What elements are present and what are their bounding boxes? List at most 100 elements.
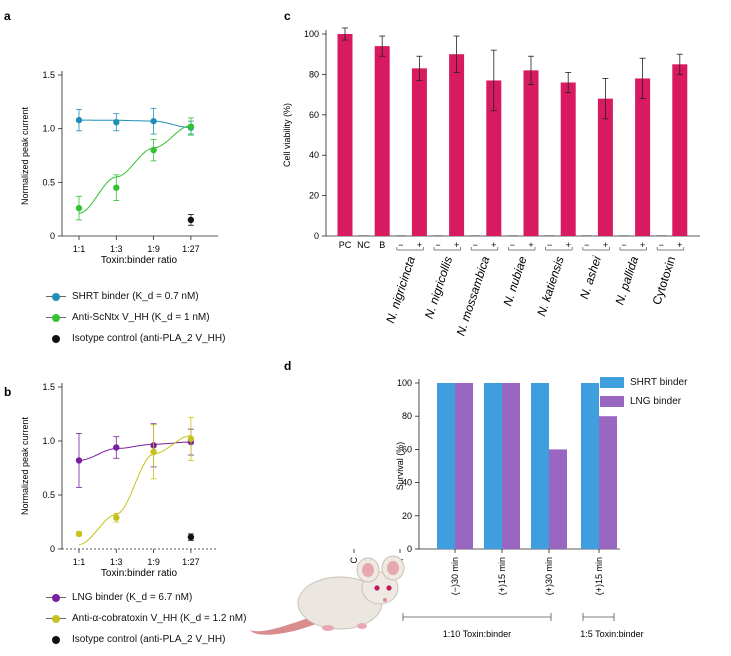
group-label: N. nigricollis — [422, 255, 455, 321]
mouse-eye-right — [386, 585, 392, 591]
legend-item: SHRT binder — [600, 376, 687, 389]
legend-label: LNG binder — [630, 396, 682, 407]
x-tick-label: − — [584, 240, 589, 250]
y-tick-label: 1.5 — [42, 70, 55, 80]
bar — [455, 383, 473, 549]
x-tick-label: 1:27 — [182, 244, 200, 254]
panel-d-chart: Survival (%) 1:10 Toxin:binder 1:5 Toxin… — [349, 378, 644, 639]
mouse-foot-back — [322, 625, 334, 631]
x-tick-label: − — [435, 240, 440, 250]
data-point — [150, 146, 157, 154]
data-point — [150, 117, 157, 125]
legend-panel-b: LNG binder (K_d = 6.7 nM) Anti-α-cobratox… — [46, 587, 246, 650]
bar — [581, 383, 599, 549]
legend-label: Anti-ScNtx V_HH (K_d = 1 nM) — [72, 312, 210, 323]
x-tick-label: + — [528, 240, 533, 250]
bar — [672, 64, 688, 236]
y-tick-label: 80 — [402, 411, 412, 421]
data-point — [113, 119, 120, 126]
x-tick-label: − — [510, 240, 515, 250]
mouse-illustration — [250, 555, 405, 635]
x-tick-label: − — [398, 240, 403, 250]
y-tick-label: 1.5 — [42, 382, 55, 392]
group-label: Cytotoxin — [650, 255, 679, 307]
bar — [437, 383, 455, 549]
x-tick-label: 1:9 — [147, 244, 160, 254]
panel-b-xlabel: Toxin:binder ratio — [101, 568, 178, 579]
group-label: N. nigricincta — [383, 254, 418, 325]
mouse-eye-left — [374, 585, 380, 591]
legend-marker — [46, 333, 66, 345]
data-point — [113, 184, 120, 191]
y-tick-label: 80 — [309, 69, 319, 79]
x-tick-label: (+)15 min — [497, 557, 507, 595]
x-tick-label: C — [349, 557, 359, 564]
panel-label-a: a — [4, 9, 11, 23]
panel-d-ylabel: Survival (%) — [395, 442, 405, 491]
bar — [484, 383, 502, 549]
legend-marker — [46, 592, 66, 604]
x-tick-label: − — [659, 240, 664, 250]
bar — [486, 80, 502, 237]
data-point — [150, 448, 157, 455]
y-tick-label: 0 — [314, 231, 319, 241]
mouse-foot-front — [357, 623, 367, 629]
panel-label-b: b — [4, 385, 11, 399]
bar — [374, 46, 390, 237]
data-point — [113, 444, 120, 451]
panel-label-c: c — [284, 9, 291, 23]
legend-item: Anti-α-cobratoxin V_HH (K_d = 1.2 nM) — [46, 608, 246, 629]
x-tick-label: 1:3 — [110, 557, 123, 567]
bar — [635, 78, 651, 236]
legend-swatch — [600, 377, 624, 388]
group-label: N. pallida — [612, 254, 641, 306]
y-tick-label: 1.0 — [42, 124, 55, 134]
legend-label: LNG binder (K_d = 6.7 nM) — [72, 592, 193, 603]
y-tick-label: 20 — [402, 511, 412, 521]
legend-marker — [46, 613, 66, 625]
panel-a-chart: Normalized peak current Toxin:binder rat… — [20, 70, 218, 266]
bar — [337, 34, 353, 236]
y-tick-label: 40 — [402, 478, 412, 488]
legend-item: LNG binder (K_d = 6.7 nM) — [46, 587, 246, 608]
group-label: N. ashei — [577, 254, 604, 301]
y-tick-label: 60 — [402, 444, 412, 454]
legend-marker — [46, 634, 66, 646]
y-tick-label: 0.5 — [42, 490, 55, 500]
bar — [502, 383, 520, 549]
legend-label: Anti-α-cobratoxin V_HH (K_d = 1.2 nM) — [72, 613, 247, 624]
legend-swatch — [600, 396, 624, 407]
legend-marker — [46, 291, 66, 303]
group-label-right: 1:5 Toxin:binder — [580, 629, 643, 639]
mouse-ear-right-inner — [387, 561, 399, 575]
y-tick-label: 0 — [50, 544, 55, 554]
bar — [411, 68, 427, 236]
legend-item: Isotype control (anti-PLA_2 V_HH) — [46, 629, 246, 650]
panel-a-xlabel: Toxin:binder ratio — [101, 255, 178, 266]
data-point — [75, 457, 83, 464]
x-tick-label: − — [473, 240, 478, 250]
x-tick-label: (+)30 min — [544, 557, 554, 595]
x-tick-label: 1:1 — [73, 557, 86, 567]
y-tick-label: 20 — [309, 191, 319, 201]
legend-item: Anti-ScNtx V_HH (K_d = 1 nM) — [46, 307, 225, 328]
data-point — [187, 216, 195, 224]
panel-b-chart: Normalized peak current Toxin:binder rat… — [20, 382, 218, 579]
y-tick-label: 60 — [309, 110, 319, 120]
x-tick-label: (+)15 min — [594, 557, 604, 595]
group-label: N. nubiae — [500, 254, 529, 307]
x-tick-label: + — [640, 240, 645, 250]
group-label-left: 1:10 Toxin:binder — [443, 629, 511, 639]
x-tick-label: + — [603, 240, 608, 250]
bar — [549, 449, 567, 549]
x-tick-label: + — [566, 240, 571, 250]
legend-label: Isotype control (anti-PLA_2 V_HH) — [72, 634, 226, 645]
x-tick-label: 1:3 — [110, 244, 123, 254]
mouse-tail — [250, 618, 316, 635]
x-tick-label: NC — [357, 240, 370, 250]
fit-curve — [78, 435, 191, 546]
data-point — [75, 116, 83, 124]
fit-curve — [79, 119, 191, 129]
bar — [531, 383, 549, 549]
